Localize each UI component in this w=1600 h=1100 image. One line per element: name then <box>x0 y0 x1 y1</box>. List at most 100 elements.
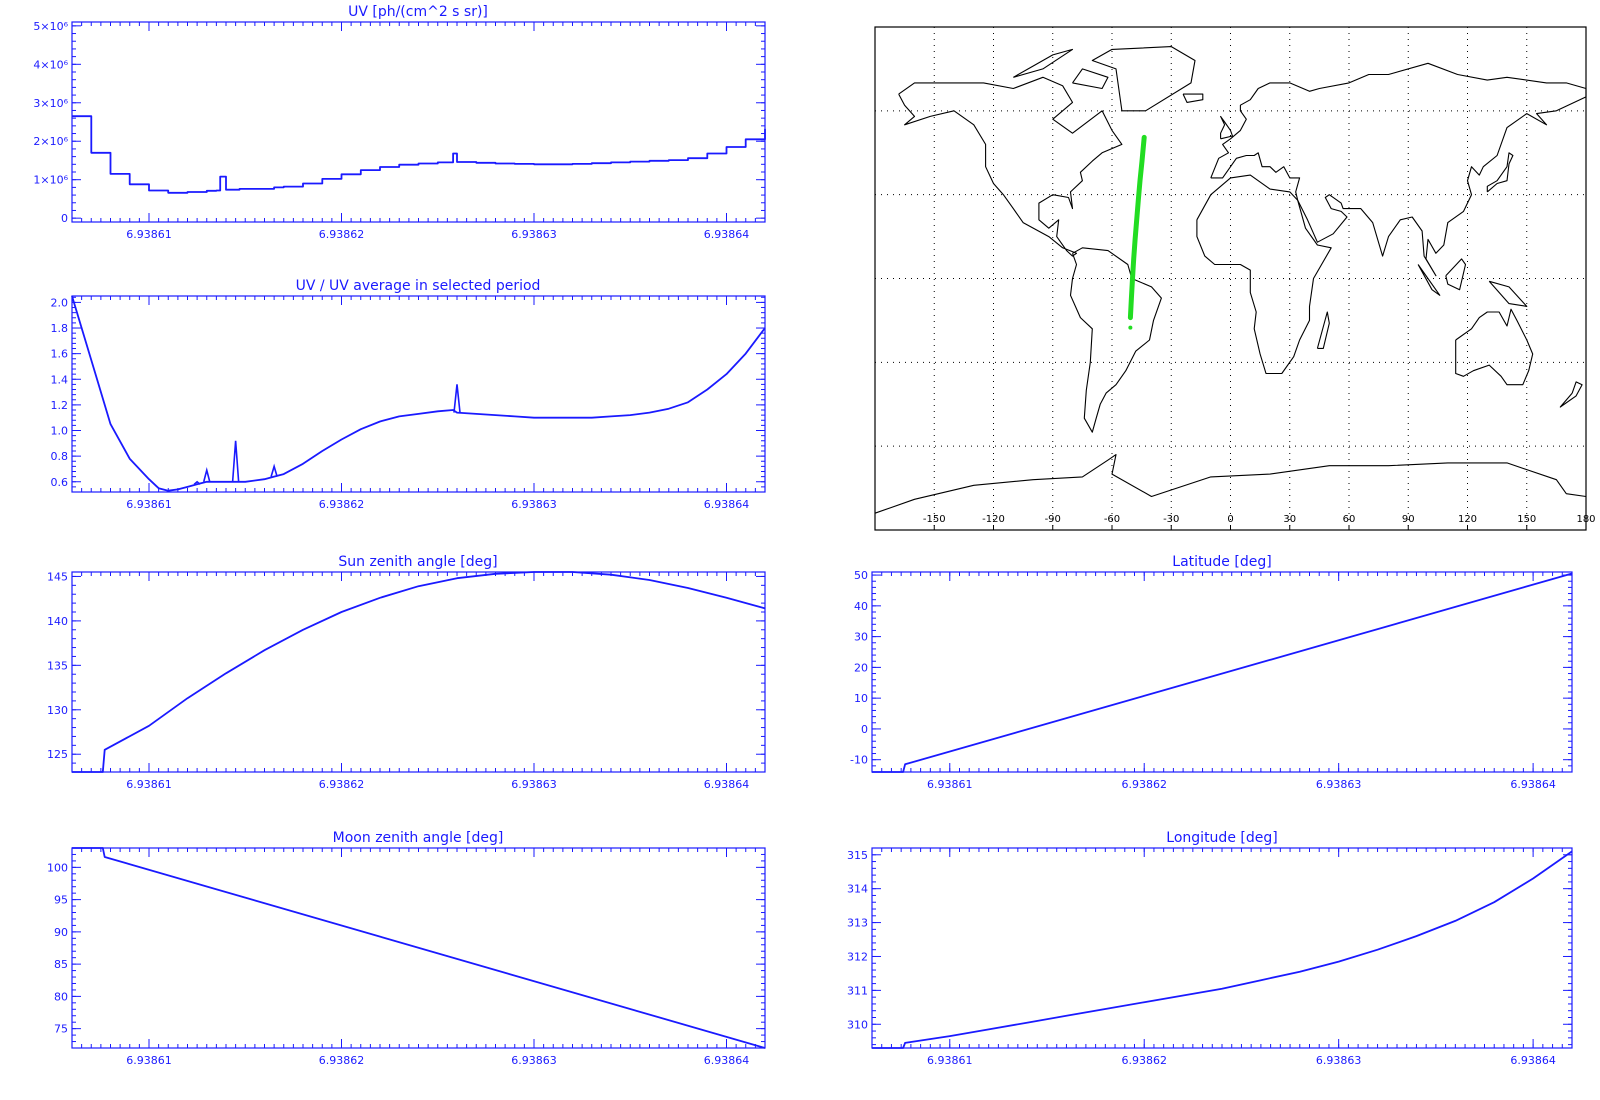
uv_ratio-x-tick-label: 6.93863 <box>511 498 557 511</box>
world-map-axes: -150 -120 -90 -60 -30 0 30 60 90 120 150 180 <box>874 26 1596 531</box>
uv_ratio-plot-frame <box>71 295 766 493</box>
moon_zenith-y-tick-label: 80 <box>54 990 68 1003</box>
moon-zenith-chart-title: Moon zenith angle [deg] <box>333 830 504 846</box>
longitude-axes: 6.93861 6.93862 6.93863 6.93864 310 311 312 313… <box>847 847 1573 1067</box>
sun_zenith-y-tick-label: 135 <box>47 659 68 672</box>
moon_zenith-y-tick-label: 100 <box>47 861 68 874</box>
latitude-x-tick-label: 6.93862 <box>1121 778 1167 791</box>
sun-zenith-axes: 6.93861 6.93862 6.93863 6.93864 125 130 135 140… <box>47 570 766 791</box>
map-lon-tick-label: -30 <box>1163 514 1179 525</box>
longitude-series-line-0 <box>872 850 1573 1049</box>
coastline-6 <box>874 454 1587 514</box>
coastline-13 <box>1488 280 1528 307</box>
map-lon-tick-label: -60 <box>1104 514 1120 525</box>
panel-sun-zenith: Sun zenith angle [deg] 6.93861 6.93862 6.9… <box>47 554 766 791</box>
sun_zenith-y-tick-label: 125 <box>47 748 68 761</box>
uv_ratio-y-tick-label: 1.4 <box>51 373 69 386</box>
longitude-x-tick-label: 6.93864 <box>1510 1054 1556 1067</box>
uv-y-tick-label: 4×10⁶ <box>33 58 68 71</box>
panel-ground-track-map: -150 -120 -90 -60 -30 0 30 60 90 120 150 180 <box>874 26 1596 531</box>
uv_ratio-y-tick-label: 2.0 <box>51 296 69 309</box>
coastline-12 <box>1445 258 1467 291</box>
sun_zenith-x-tick-label: 6.93862 <box>319 778 365 791</box>
coastline-15 <box>1072 68 1109 90</box>
moon_zenith-x-tick-label: 6.93863 <box>511 1054 557 1067</box>
uv_ratio-x-tick-label: 6.93861 <box>126 498 172 511</box>
longitude-x-tick-label: 6.93863 <box>1316 1054 1362 1067</box>
coastline-16 <box>1013 48 1074 78</box>
map-lon-tick-label: 60 <box>1343 514 1356 525</box>
longitude-plot-frame <box>871 847 1573 1049</box>
uv-y-tick-label: 0 <box>61 212 68 225</box>
latitude-chart-title: Latitude [deg] <box>1172 554 1271 570</box>
uv_ratio-spike-2 <box>231 440 240 482</box>
map-lon-tick-label: 180 <box>1576 514 1595 525</box>
uv_ratio-x-tick-label: 6.93862 <box>319 498 365 511</box>
map-frame <box>874 26 1587 531</box>
uv-x-tick-label: 6.93863 <box>511 228 557 241</box>
satellite-ground-track <box>1127 134 1147 321</box>
map-lon-tick-label: 30 <box>1283 514 1296 525</box>
map-lon-tick-label: -120 <box>982 514 1005 525</box>
uv_ratio-y-tick-label: 0.6 <box>51 476 69 489</box>
sun_zenith-y-tick-label: 130 <box>47 704 68 717</box>
latitude-x-tick-label: 6.93864 <box>1510 778 1556 791</box>
sun-zenith-chart-title: Sun zenith angle [deg] <box>338 554 497 570</box>
latitude-y-tick-label: 50 <box>854 569 868 582</box>
sun_zenith-y-tick-label: 140 <box>47 615 68 628</box>
latitude-y-tick-label: 20 <box>854 661 868 674</box>
latitude-y-tick-label: 40 <box>854 600 868 613</box>
latitude-x-tick-label: 6.93861 <box>927 778 973 791</box>
map-lon-tick-label: 150 <box>1517 514 1536 525</box>
moon_zenith-y-tick-label: 85 <box>54 958 68 971</box>
panel-moon-zenith: Moon zenith angle [deg] 6.93861 6.93862 6.… <box>47 830 766 1067</box>
latitude-y-tick-label: 30 <box>854 631 868 644</box>
sun_zenith-plot-frame <box>71 571 766 773</box>
uv-y-tick-label: 2×10⁶ <box>33 135 68 148</box>
track-start-marker <box>1128 325 1133 330</box>
moon_zenith-series-line-0 <box>72 847 766 1049</box>
uv_ratio-spike-4 <box>453 384 461 413</box>
panel-uv-ratio: UV / UV average in selected period 6.938… <box>51 278 766 511</box>
uv_ratio-spike-3 <box>270 463 278 477</box>
coastline-0 <box>898 76 1123 257</box>
panel-uv: UV [ph/(cm^2 s sr)] 6.93861 6.93862 6.9386… <box>33 4 766 241</box>
sun_zenith-x-tick-label: 6.93863 <box>511 778 557 791</box>
uv-axes: 6.93861 6.93862 6.93863 6.93864 0 1×10⁶ 2×10⁶ 3… <box>33 20 766 241</box>
latitude-series-line-0 <box>872 572 1573 773</box>
panel-latitude: Latitude [deg] 6.93861 6.93862 6.93863 6.93… <box>850 554 1573 791</box>
uv-y-tick-label: 1×10⁶ <box>33 174 68 187</box>
coastline-10 <box>1316 311 1330 349</box>
moon_zenith-y-tick-label: 90 <box>54 926 68 939</box>
latitude-x-tick-label: 6.93863 <box>1316 778 1362 791</box>
latitude-axes: 6.93861 6.93862 6.93863 6.93864 -10 0 10 20 30 40… <box>850 569 1573 791</box>
sun_zenith-x-tick-label: 6.93861 <box>126 778 172 791</box>
map-lon-tick-label: -150 <box>923 514 946 525</box>
uv-ratio-axes: 6.93861 6.93862 6.93863 6.93864 0.6 0.8 1.0 1.2… <box>51 295 766 511</box>
uv-x-tick-label: 6.93861 <box>126 228 172 241</box>
uv_ratio-spike-1 <box>202 467 211 482</box>
coastline-5 <box>1091 46 1196 112</box>
longitude-y-tick-label: 313 <box>847 917 868 930</box>
map-lon-tick-label: 90 <box>1402 514 1415 525</box>
uv_ratio-y-tick-label: 1.8 <box>51 322 69 335</box>
map-lon-tick-label: -90 <box>1045 514 1061 525</box>
coastline-14 <box>1559 381 1583 408</box>
uv_ratio-x-tick-label: 6.93864 <box>704 498 750 511</box>
coastline-9 <box>1486 152 1514 193</box>
moon_zenith-y-tick-label: 75 <box>54 1023 68 1036</box>
moon-zenith-axes: 6.93861 6.93862 6.93863 6.93864 75 80 85 90 95 10… <box>47 847 766 1067</box>
uv-x-tick-label: 6.93862 <box>319 228 365 241</box>
map-lon-tick-label: 120 <box>1458 514 1477 525</box>
uv-series-line-0 <box>72 115 766 194</box>
moon_zenith-x-tick-label: 6.93861 <box>126 1054 172 1067</box>
longitude-chart-title: Longitude [deg] <box>1166 830 1277 846</box>
moon_zenith-y-tick-label: 95 <box>54 894 68 907</box>
longitude-x-tick-label: 6.93861 <box>927 1054 973 1067</box>
uv_ratio-spike-0 <box>193 480 201 485</box>
moon_zenith-x-tick-label: 6.93864 <box>704 1054 750 1067</box>
moon_zenith-x-tick-label: 6.93862 <box>319 1054 365 1067</box>
uv-ratio-chart-title: UV / UV average in selected period <box>296 278 541 294</box>
coastline-7 <box>1182 93 1204 103</box>
